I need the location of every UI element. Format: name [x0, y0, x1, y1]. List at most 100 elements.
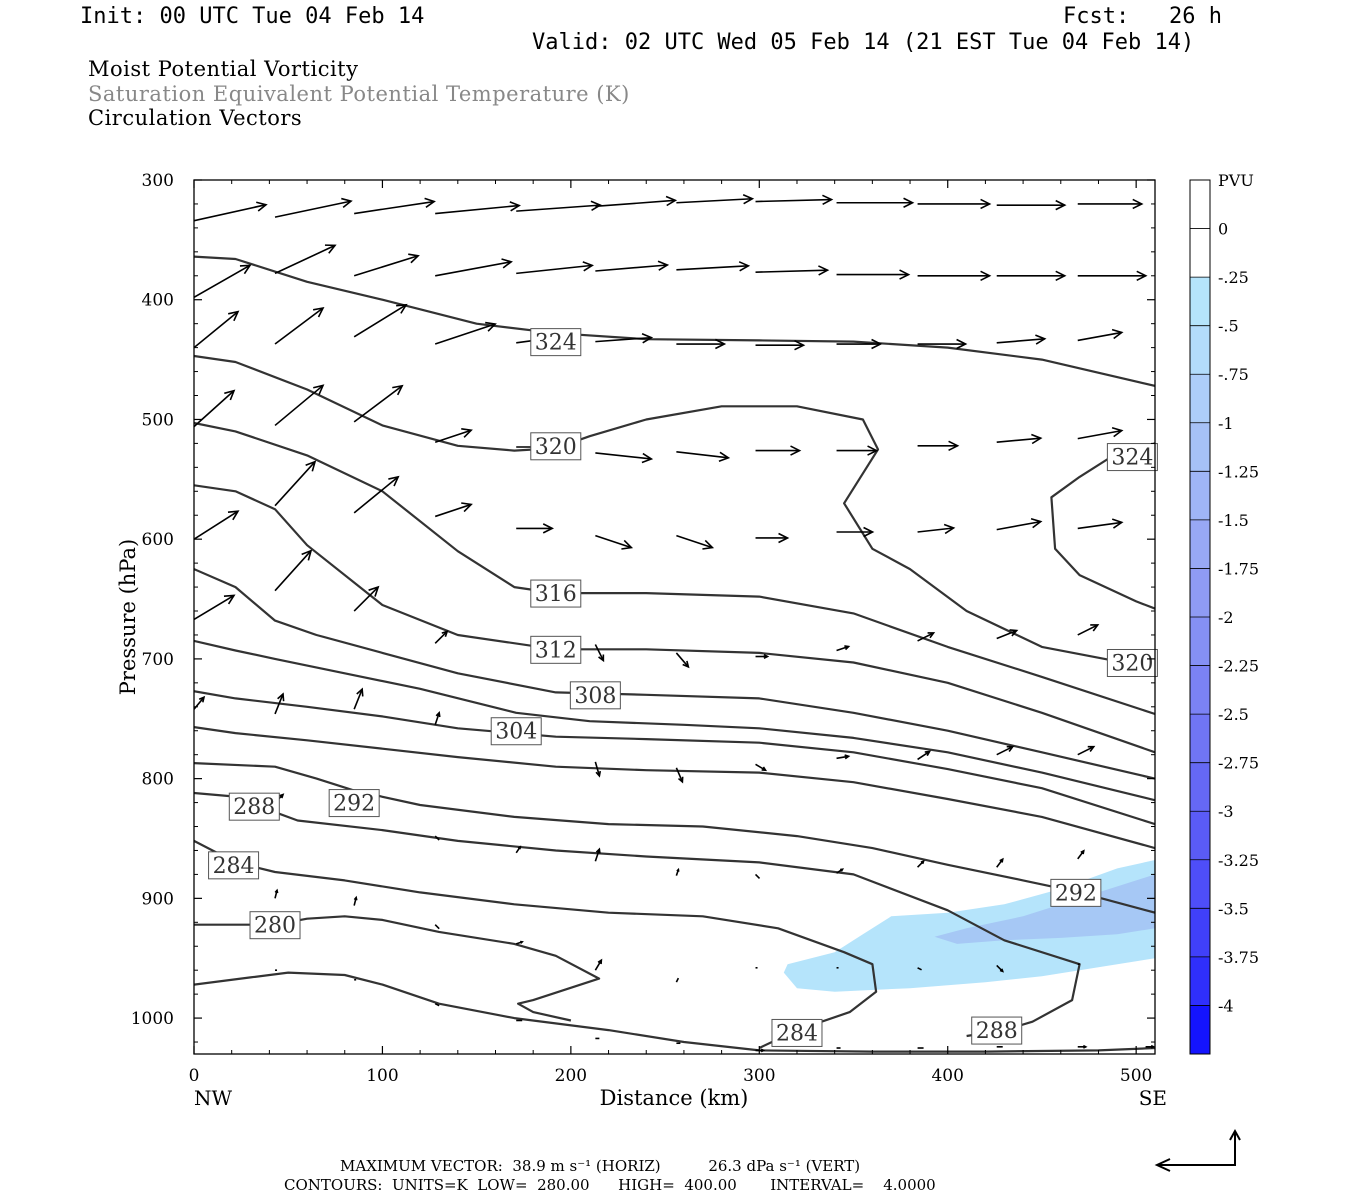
- circulation-vector: [754, 873, 761, 879]
- circulation-vector: [594, 644, 605, 663]
- colorbar-swatch: [1190, 859, 1210, 909]
- svg-text:284: 284: [213, 854, 255, 879]
- circulation-vector: [1077, 198, 1144, 210]
- circulation-vector: [755, 445, 802, 456]
- x-tick-label: 200: [555, 1066, 587, 1086]
- svg-text:308: 308: [574, 684, 616, 709]
- circulation-vector: [274, 244, 337, 275]
- circulation-vector: [594, 847, 601, 862]
- y-tick-label: 700: [142, 650, 174, 670]
- circulation-vector: [435, 201, 521, 215]
- colorbar-swatch: [1190, 568, 1210, 618]
- colorbar-label: -.75: [1218, 365, 1249, 384]
- circulation-vector: [917, 632, 936, 642]
- colorbar-swatch: [1190, 617, 1210, 667]
- y-tick-label: 600: [142, 530, 174, 550]
- circulation-vector: [434, 630, 449, 644]
- circulation-vector: [435, 258, 513, 277]
- circulation-vector: [434, 427, 473, 443]
- y-tick-label: 1000: [131, 1009, 174, 1029]
- circulation-vector: [434, 1002, 440, 1007]
- colorbar-label: -2.75: [1218, 754, 1259, 773]
- circulation-vector: [676, 338, 727, 350]
- colorbar-label: -1.75: [1218, 559, 1259, 578]
- circulation-vector: [917, 750, 932, 761]
- theta-es-contour: [194, 690, 1155, 826]
- colorbar-label: -1.5: [1218, 511, 1249, 530]
- x-end-right-label: SE: [1139, 1086, 1167, 1110]
- circulation-vector: [274, 692, 285, 715]
- circulation-vector: [917, 270, 992, 281]
- theta-es-contour: [194, 568, 1155, 780]
- svg-text:320: 320: [1111, 651, 1153, 676]
- contour-label: 316: [530, 579, 582, 608]
- circulation-vector: [194, 310, 240, 349]
- theta-es-contour: [194, 354, 1155, 669]
- svg-text:288: 288: [233, 795, 275, 820]
- x-tick-label: 500: [1120, 1066, 1152, 1086]
- circulation-vector: [836, 526, 875, 538]
- circulation-vector: [194, 695, 206, 710]
- circulation-vector: [917, 440, 960, 452]
- circulation-vector: [996, 433, 1043, 445]
- circulation-vector: [836, 338, 883, 350]
- svg-text:316: 316: [535, 582, 577, 607]
- circulation-vector: [996, 518, 1043, 531]
- init-time: Init: 00 UTC Tue 04 Feb 14: [80, 4, 425, 29]
- circulation-vector: [353, 895, 358, 906]
- colorbar-label: -1: [1218, 414, 1234, 433]
- circulation-vector: [676, 193, 755, 205]
- theta-es-contour: [194, 762, 1155, 914]
- circulation-vector: [836, 754, 851, 760]
- circulation-vector: [1077, 270, 1148, 281]
- circulation-vector: [353, 475, 400, 514]
- x-tick-label: 100: [366, 1066, 398, 1086]
- colorbar-swatch: [1190, 1005, 1210, 1055]
- colorbar-swatch: [1190, 325, 1210, 375]
- circulation-vector: [274, 549, 313, 592]
- x-axis-title: Distance (km): [600, 1086, 749, 1110]
- contour-label: 284: [771, 1018, 823, 1047]
- circulation-vector: [1145, 1044, 1155, 1049]
- circulation-vector: [996, 857, 1004, 868]
- colorbar-swatch: [1190, 519, 1210, 569]
- circulation-vector: [1077, 624, 1100, 636]
- y-tick-label: 400: [142, 291, 174, 311]
- circulation-vector: [516, 200, 603, 212]
- contour-label: 324: [1106, 443, 1158, 472]
- circulation-vector: [836, 197, 915, 208]
- circulation-vector: [755, 194, 834, 205]
- theta-es-contour: [194, 839, 878, 1049]
- colorbar-label: -.25: [1218, 268, 1249, 287]
- colorbar-swatch: [1190, 471, 1210, 521]
- circulation-vector: [1077, 1044, 1088, 1049]
- colorbar-label: -2.5: [1218, 705, 1249, 724]
- contour-label: 288: [228, 792, 280, 821]
- circulation-vector: [917, 198, 992, 210]
- circulation-vector: [515, 845, 522, 854]
- circulation-vector: [996, 270, 1067, 281]
- theta-es-contour: [194, 971, 1155, 1053]
- circulation-vector: [434, 321, 497, 345]
- contour-label: 288: [971, 1016, 1023, 1045]
- contour-label: 312: [530, 635, 582, 664]
- colorbar-swatch: [1190, 811, 1210, 861]
- circulation-vector: [755, 653, 770, 660]
- colorbar-swatch: [1190, 665, 1210, 715]
- colorbar-label: -.5: [1218, 317, 1239, 336]
- circulation-vector: [676, 261, 751, 272]
- circulation-vector: [194, 201, 268, 222]
- circulation-vector: [755, 763, 768, 772]
- svg-text:324: 324: [1111, 446, 1153, 471]
- colorbar-swatch: [1190, 277, 1210, 327]
- colorbar-label: -4: [1218, 996, 1234, 1015]
- circulation-vector: [516, 261, 594, 275]
- valid-time: Valid: 02 UTC Wed 05 Feb 14 (21 EST Tue …: [532, 30, 1195, 55]
- colorbar-swatch: [1190, 228, 1210, 278]
- circulation-vector: [274, 888, 279, 899]
- colorbar-swatch: [1190, 956, 1210, 1006]
- svg-text:324: 324: [535, 331, 577, 356]
- svg-text:292: 292: [333, 792, 375, 817]
- circulation-vector: [595, 260, 670, 272]
- colorbar-swatch: [1190, 714, 1210, 764]
